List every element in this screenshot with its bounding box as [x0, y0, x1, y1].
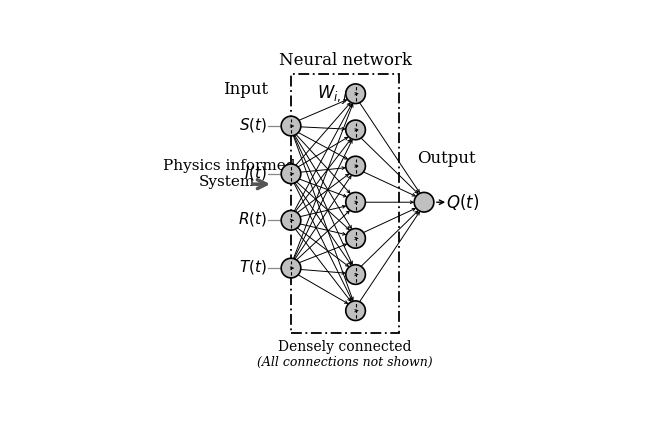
- Circle shape: [414, 193, 434, 212]
- Text: $R(t)$: $R(t)$: [238, 210, 267, 228]
- Circle shape: [346, 84, 365, 104]
- Text: Neural network: Neural network: [279, 52, 412, 69]
- Circle shape: [281, 116, 301, 136]
- Text: $T(t)$: $T(t)$: [239, 258, 267, 276]
- Circle shape: [346, 120, 365, 140]
- Circle shape: [346, 301, 365, 320]
- Circle shape: [346, 265, 365, 284]
- Circle shape: [281, 210, 301, 230]
- Text: Densely connected: Densely connected: [279, 340, 412, 354]
- Circle shape: [346, 156, 365, 176]
- Text: (All connections not shown): (All connections not shown): [257, 356, 433, 369]
- Text: $S(t)$: $S(t)$: [239, 116, 267, 134]
- Circle shape: [281, 258, 301, 278]
- Text: Input: Input: [222, 81, 268, 98]
- Text: Physics informed
System:: Physics informed System:: [163, 159, 295, 189]
- Text: Output: Output: [417, 150, 476, 167]
- Text: $I(t)$: $I(t)$: [244, 164, 267, 181]
- Circle shape: [346, 193, 365, 212]
- Text: $Q(t)$: $Q(t)$: [446, 192, 479, 212]
- Text: $W_{i,j}$: $W_{i,j}$: [317, 83, 348, 106]
- Circle shape: [281, 164, 301, 184]
- Circle shape: [346, 229, 365, 248]
